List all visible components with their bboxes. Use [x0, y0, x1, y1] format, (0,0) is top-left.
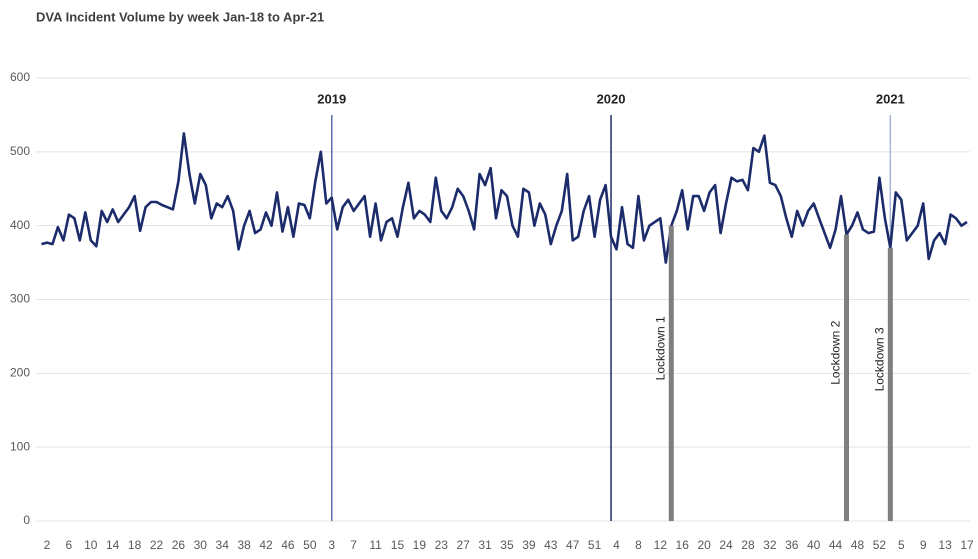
lockdown-label: Lockdown 3: [873, 327, 887, 391]
x-tick-label: 11: [369, 538, 382, 552]
x-tick-label: 7: [350, 538, 357, 552]
x-tick-label: 30: [194, 538, 208, 552]
x-tick-label: 38: [237, 538, 251, 552]
x-tick-label: 50: [303, 538, 317, 552]
x-tick-label: 36: [785, 538, 799, 552]
y-tick-label: 300: [10, 292, 30, 306]
x-tick-label: 48: [851, 538, 865, 552]
x-tick-label: 3: [328, 538, 335, 552]
y-tick-label: 200: [10, 366, 30, 380]
y-tick-label: 100: [10, 439, 30, 453]
x-tick-label: 35: [500, 538, 514, 552]
series-line: [41, 132, 968, 264]
x-tick-label: 16: [676, 538, 690, 552]
lockdown-label: Lockdown 2: [829, 320, 843, 384]
x-tick-label: 43: [544, 538, 558, 552]
y-tick-label: 600: [10, 70, 30, 84]
x-tick-label: 26: [172, 538, 186, 552]
y-tick-label: 400: [10, 218, 30, 232]
x-tick-label: 12: [654, 538, 668, 552]
x-tick-label: 42: [259, 538, 273, 552]
x-tick-label: 51: [588, 538, 602, 552]
x-tick-label: 27: [456, 538, 470, 552]
x-tick-label: 22: [150, 538, 164, 552]
x-tick-label: 4: [613, 538, 620, 552]
x-tick-label: 14: [106, 538, 120, 552]
year-label: 2021: [876, 91, 905, 106]
lockdown-bar: [887, 247, 893, 522]
x-tick-label: 40: [807, 538, 821, 552]
x-tick-label: 46: [281, 538, 295, 552]
lockdown-bar: [844, 234, 850, 521]
x-tick-label: 13: [938, 538, 952, 552]
x-tick-label: 20: [697, 538, 711, 552]
lockdown-bar: [668, 225, 674, 521]
x-tick-label: 17: [960, 538, 974, 552]
x-tick-label: 44: [829, 538, 843, 552]
x-tick-label: 32: [763, 538, 777, 552]
x-tick-label: 47: [566, 538, 580, 552]
x-tick-label: 9: [920, 538, 927, 552]
chart-title: DVA Incident Volume by week Jan-18 to Ap…: [36, 9, 324, 24]
x-tick-label: 2: [44, 538, 51, 552]
x-tick-label: 5: [898, 538, 905, 552]
x-tick-label: 28: [741, 538, 755, 552]
x-tick-label: 31: [478, 538, 492, 552]
x-tick-label: 15: [391, 538, 405, 552]
lockdown-label: Lockdown 1: [653, 316, 667, 380]
x-tick-label: 34: [216, 538, 230, 552]
year-label: 2019: [317, 91, 346, 106]
x-tick-label: 10: [84, 538, 98, 552]
x-tick-label: 18: [128, 538, 142, 552]
x-tick-label: 52: [873, 538, 887, 552]
x-tick-label: 19: [413, 538, 427, 552]
x-tick-label: 23: [435, 538, 449, 552]
x-tick-label: 24: [719, 538, 733, 552]
y-tick-label: 500: [10, 144, 30, 158]
x-tick-label: 39: [522, 538, 536, 552]
x-tick-label: 8: [635, 538, 642, 552]
x-tick-label: 6: [66, 538, 73, 552]
y-tick-label: 0: [23, 513, 30, 527]
year-label: 2020: [597, 91, 626, 106]
